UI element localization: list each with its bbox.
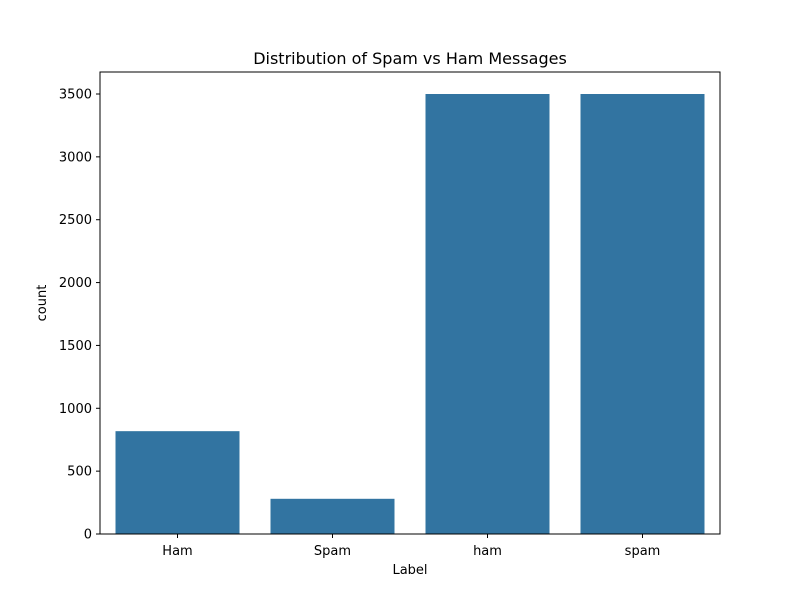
plot-frame bbox=[99, 71, 721, 535]
y-tick-label: 1500 bbox=[59, 339, 92, 354]
y-tick-label: 3000 bbox=[59, 150, 92, 165]
bar-spam-3 bbox=[580, 94, 705, 534]
x-ticks-layer: Ham Spam ham spam bbox=[162, 534, 660, 559]
y-axis-label: count bbox=[35, 285, 50, 322]
y-tick-label: 2500 bbox=[59, 213, 92, 228]
chart-title: Distribution of Spam vs Ham Messages bbox=[253, 49, 567, 68]
y-tick-label: 500 bbox=[67, 465, 92, 480]
bar-spam-1 bbox=[270, 498, 395, 534]
bars-layer bbox=[115, 94, 705, 534]
x-tick-label: Ham bbox=[162, 544, 192, 559]
bar-ham-0 bbox=[115, 431, 240, 534]
bar-ham-2 bbox=[425, 94, 550, 534]
y-ticks-layer: 0 500 1000 1500 2000 2500 3000 3500 bbox=[59, 88, 100, 543]
x-tick-label: Spam bbox=[314, 544, 351, 559]
y-tick-label: 0 bbox=[84, 528, 92, 543]
x-tick-label: spam bbox=[625, 544, 661, 559]
y-tick-label: 3500 bbox=[59, 88, 92, 103]
y-tick-label: 2000 bbox=[59, 276, 92, 291]
y-tick-label: 1000 bbox=[59, 402, 92, 417]
x-tick-label: ham bbox=[473, 544, 502, 559]
x-axis-label: Label bbox=[392, 563, 427, 578]
